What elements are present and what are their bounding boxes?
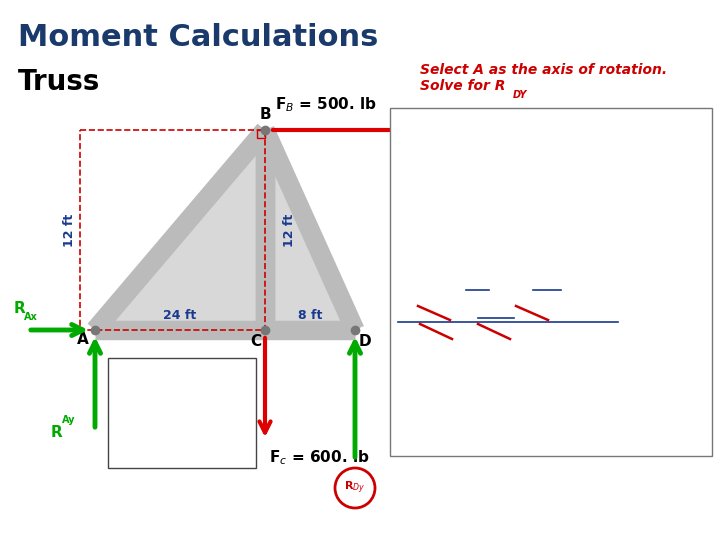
Text: D: D [406,152,413,161]
Text: – M: – M [448,148,477,161]
Text: = 0: = 0 [482,148,511,161]
Text: ) + (d: ) + (d [531,200,573,213]
Polygon shape [265,130,355,330]
Bar [390,108,712,456]
Text: 12 ft: 12 ft [63,213,76,247]
Text: x 32 ft = 6000 lb-ft + 14400 lb-ft: x 32 ft = 6000 lb-ft + 14400 lb-ft [418,276,667,289]
Text: Truss: Truss [18,68,100,96]
Text: ΣM = 0: ΣM = 0 [398,120,450,133]
Text: B: B [444,176,451,185]
Text: AD: AD [123,451,138,460]
Text: M: M [398,172,411,185]
Text: 12 ft: 12 ft [283,213,296,247]
Text: CD: CD [123,399,137,408]
Text: DY: DY [408,363,425,373]
Text: F$_c$ = 600. lb: F$_c$ = 600. lb [269,448,369,467]
Text: = (12 ft x 500. lb): = (12 ft x 500. lb) [472,228,608,241]
Text: Dy: Dy [442,204,454,213]
Text: d: d [114,394,123,407]
Text: = 12 ft: = 12 ft [140,420,188,433]
Text: + M: + M [452,172,485,185]
Text: F$_B$ = 500. lb: F$_B$ = 500. lb [275,95,377,114]
Text: 32 ft x R: 32 ft x R [398,228,461,241]
Text: AD: AD [406,204,420,213]
Text: ): ) [611,200,617,213]
Text: Ax: Ax [24,312,37,322]
Text: 32 ft: 32 ft [478,324,513,337]
Bar [108,358,256,468]
Text: = 8 ft: = 8 ft [140,394,179,407]
Text: Dy: Dy [460,232,472,241]
Text: CB: CB [123,425,137,434]
Text: C: C [604,204,610,213]
Text: AC: AC [570,204,582,213]
Text: + (24 ft x 600. lb): + (24 ft x 600. lb) [478,248,611,261]
Text: = 24 ft: = 24 ft [140,368,188,381]
Text: Select A as the axis of rotation.: Select A as the axis of rotation. [420,63,667,77]
Text: Ay: Ay [62,415,76,425]
Text: x F: x F [582,200,609,213]
Text: x 32 ft: x 32 ft [418,304,471,317]
Text: R: R [398,358,410,376]
Text: A: A [77,332,89,347]
Text: R: R [14,301,26,316]
Text: = M: = M [414,172,448,185]
Text: = 640 lb: = 640 lb [424,358,508,376]
Text: R$_{Dy}$: R$_{Dy}$ [344,480,366,496]
Text: d: d [114,446,123,459]
Text: Dy: Dy [406,280,418,289]
Text: B: B [524,204,531,213]
Text: 32 ft: 32 ft [420,324,455,337]
Text: d: d [114,420,123,433]
Text: R: R [51,425,63,440]
Text: 20400 lb-ft: 20400 lb-ft [478,304,561,317]
Bar [80,130,265,330]
Text: x F: x F [502,200,529,213]
Text: 8 ft: 8 ft [298,309,322,322]
Text: D: D [359,334,372,349]
Text: C: C [474,152,481,161]
Text: = (d: = (d [454,200,495,213]
Text: Moment Calculations: Moment Calculations [18,24,379,52]
Text: Solve for R: Solve for R [420,79,505,93]
Text: Dy: Dy [406,308,418,317]
Text: 24 ft: 24 ft [163,309,197,322]
Text: = 32 ft: = 32 ft [140,446,188,459]
Text: =: = [462,304,482,317]
Text: R: R [398,304,408,317]
Text: B: B [440,152,447,161]
Text: CB: CB [490,204,503,213]
Text: D: D [406,176,413,185]
Text: – M: – M [414,148,444,161]
Text: DY: DY [513,90,527,100]
Text: B: B [259,107,271,122]
Text: C: C [482,176,489,185]
Text: C: C [250,334,261,349]
Text: R: R [398,276,408,289]
Text: x R: x R [418,200,446,213]
Text: AC: AC [123,373,137,382]
Text: d: d [114,368,123,381]
Text: M: M [398,148,411,161]
Text: d: d [398,200,408,213]
Bar [257,130,265,138]
Polygon shape [95,130,265,330]
